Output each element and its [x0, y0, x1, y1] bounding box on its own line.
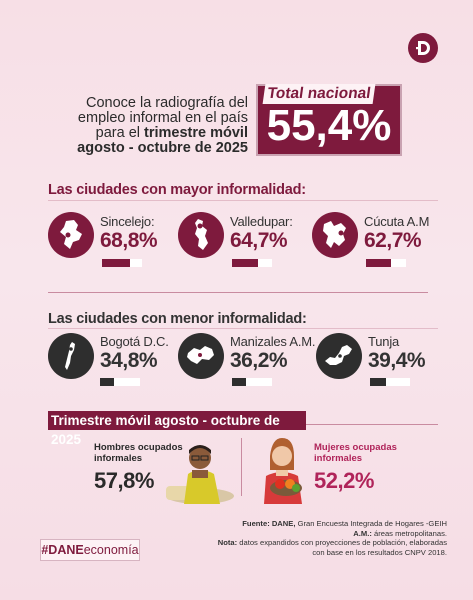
valledupar-map-icon	[178, 212, 224, 258]
total-value: 55,4%	[266, 101, 392, 150]
city-bar-fill	[102, 259, 130, 267]
city-name: Manizales A.M.	[230, 334, 316, 349]
city-bar-fill	[232, 378, 247, 386]
city-percentage: 64,7%	[230, 229, 288, 252]
bogota-map-icon	[48, 333, 94, 379]
city-bar	[366, 259, 406, 267]
city-name: Bogotá D.C.	[100, 334, 169, 349]
city-bar	[370, 378, 410, 386]
men-label-line2: informales	[94, 453, 143, 464]
city-name: Valledupar:	[230, 214, 293, 229]
divider	[48, 328, 438, 329]
tunja-map-icon	[316, 333, 362, 379]
intro-line-3-pre: para el	[95, 125, 145, 141]
trimester-banner: Trimestre móvil agosto - octubre de 2025	[48, 411, 306, 447]
divider	[306, 424, 438, 425]
city-name: Tunja	[368, 334, 400, 349]
source-note: Fuente: DANE, Gran Encuesta Integrada de…	[147, 519, 447, 557]
hashtag-bold: #DANE	[41, 543, 84, 557]
city-bar-fill	[232, 259, 258, 267]
men-percentage: 57,8%	[94, 468, 154, 493]
am-text: áreas metropolitanas.	[371, 528, 447, 538]
city-bar	[232, 378, 272, 386]
sincelejo-map-icon	[48, 212, 94, 258]
women-label-line2: informales	[314, 453, 363, 464]
hashtag-badge: #DANEeconomía	[40, 539, 140, 561]
women-label: Mujeres ocupadas informales	[314, 442, 397, 464]
city-bar	[100, 378, 140, 386]
city-percentage: 36,2%	[230, 349, 288, 372]
city-percentage: 68,8%	[100, 229, 158, 252]
note-text-2: con base en los resultados CNPV 2018.	[312, 547, 447, 557]
intro-line-2: empleo informal en el país	[77, 110, 248, 126]
intro-line-3: para el trimestre móvil	[70, 126, 248, 141]
intro-line-3-bold: trimestre móvil	[144, 125, 248, 141]
women-percentage: 52,2%	[314, 468, 374, 493]
cucuta-map-icon	[312, 212, 358, 258]
source-label: Fuente: DANE,	[242, 519, 296, 528]
dane-logo-icon	[416, 41, 430, 55]
divider	[48, 200, 438, 201]
man-illustration	[162, 432, 238, 504]
men-label-line1: Hombres ocupados	[94, 442, 183, 453]
note-text: datos expandidos con proyecciones de pob…	[237, 538, 447, 547]
city-bar-fill	[366, 259, 392, 267]
high-informality-title: Las ciudades con mayor informalidad:	[48, 182, 306, 198]
am-label: A.M.:	[353, 528, 372, 538]
city-percentage: 39,4%	[368, 349, 426, 372]
vertical-divider	[241, 438, 242, 496]
intro-line-1: Conoce la radiografía del	[85, 95, 248, 111]
manizales-map-icon	[178, 333, 224, 379]
dane-logo	[408, 33, 438, 63]
city-bar	[102, 259, 142, 267]
women-label-line1: Mujeres ocupadas	[314, 442, 397, 453]
city-bar	[232, 259, 272, 267]
section-divider	[48, 292, 428, 293]
city-percentage: 62,7%	[364, 229, 422, 252]
hashtag-rest: economía	[83, 543, 139, 557]
source-text: Gran Encuesta Integrada de Hogares -GEIH	[295, 519, 447, 528]
city-bar-fill	[370, 378, 386, 386]
intro-text: Conoce la radiografía del empleo informa…	[70, 96, 248, 156]
woman-illustration	[250, 430, 314, 504]
city-percentage: 34,8%	[100, 349, 158, 372]
note-label: Nota:	[217, 538, 238, 547]
city-name: Cúcuta A.M	[364, 214, 430, 229]
men-label: Hombres ocupados informales	[94, 442, 183, 464]
city-name: Sincelejo:	[100, 214, 155, 229]
low-informality-title: Las ciudades con menor informalidad:	[48, 311, 307, 327]
city-bar-fill	[100, 378, 114, 386]
intro-line-4: agosto - octubre de 2025	[77, 140, 248, 156]
